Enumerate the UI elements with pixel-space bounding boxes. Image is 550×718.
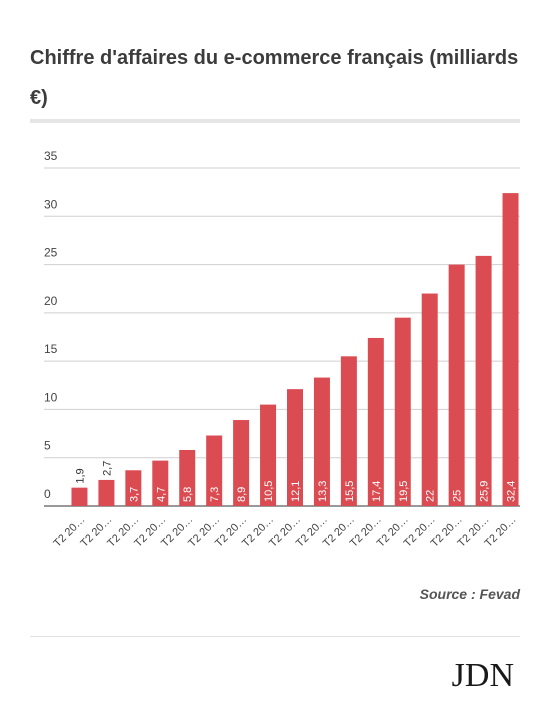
bar (152, 460, 169, 506)
data-label: 22 (425, 490, 437, 502)
y-tick-label: 30 (44, 197, 58, 211)
bar (206, 435, 223, 506)
y-tick-label: 15 (44, 342, 58, 356)
bar (233, 420, 250, 506)
data-label: 5,8 (182, 487, 194, 502)
y-tick-label: 35 (44, 149, 58, 163)
bar (313, 377, 330, 506)
y-tick-label: 0 (44, 487, 51, 501)
jdn-logo: JDN (451, 657, 514, 694)
footer-divider (30, 636, 520, 637)
data-label: 8,9 (236, 487, 248, 502)
data-label: 15,5 (344, 481, 356, 502)
y-tick-label: 5 (44, 439, 51, 453)
data-label: 32,4 (506, 481, 518, 502)
bar (394, 317, 411, 506)
bar (502, 193, 519, 506)
bar (98, 479, 115, 506)
y-tick-label: 25 (44, 246, 58, 260)
bar (475, 255, 492, 506)
data-label: 19,5 (398, 481, 410, 502)
data-label: 2,7 (101, 461, 113, 476)
data-label: 4,7 (155, 487, 167, 502)
y-tick-label: 20 (44, 294, 58, 308)
bar (179, 449, 196, 506)
data-label: 1,9 (74, 468, 86, 483)
data-label: 7,3 (209, 487, 221, 502)
bar-chart: 0 5 10 15 20 25 30 35 1,9 T2 20… 2,7 T2 20… 3,7 T2 20… (0, 140, 550, 580)
y-tick-label: 10 (44, 390, 58, 404)
bar (448, 264, 465, 506)
data-label: 10,5 (263, 481, 275, 502)
bar (287, 389, 303, 506)
bar (421, 293, 438, 506)
bar (71, 487, 88, 506)
chart-title: Chiffre d'affaires du e-commerce françai… (30, 47, 519, 109)
bar (340, 356, 357, 506)
data-label: 25 (452, 490, 464, 502)
data-label: 12,1 (290, 481, 302, 502)
data-label: 17,4 (371, 481, 383, 502)
data-label: 13,3 (317, 481, 329, 502)
data-label: 25,9 (479, 481, 491, 502)
source-note: Source : Fevad (419, 586, 520, 602)
bar (260, 404, 277, 506)
bar (125, 470, 142, 506)
data-label: 3,7 (128, 487, 140, 502)
title-divider (30, 119, 520, 123)
bar (367, 337, 384, 506)
